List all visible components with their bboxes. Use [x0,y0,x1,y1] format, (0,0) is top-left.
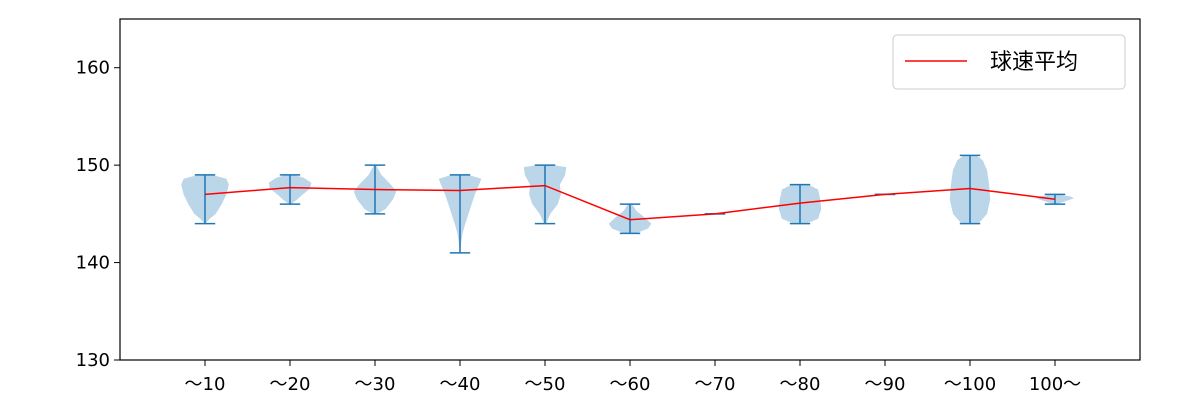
x-tick-label: ～80 [780,374,821,395]
x-tick-label: ～10 [185,374,226,395]
x-tick-label: ～20 [270,374,311,395]
legend: 球速平均 [892,34,1126,90]
x-tick-label: ～70 [695,374,736,395]
x-tick-label: ～40 [440,374,481,395]
legend-box [892,34,1126,90]
y-tick-label: 140 [76,253,110,274]
y-tick-label: 130 [76,350,110,371]
x-tick-label: ～30 [355,374,396,395]
x-axis: ～10 ～20 ～30 ～40 ～50 ～60 ～70 ～80 ～90 ～100 100～ [185,360,1081,395]
x-tick-label: ～90 [865,374,906,395]
legend-label: 球速平均 [990,50,1078,75]
average-speed-line [204,184,1056,221]
violin-whiskers [194,154,1066,254]
x-tick-label: 100～ [1029,374,1081,395]
y-tick-label: 160 [76,58,110,79]
x-tick-label: ～100 [944,374,996,395]
x-tick-label: ～50 [525,374,566,395]
y-axis: 130 140 150 160 [76,58,120,371]
x-tick-label: ～60 [610,374,651,395]
y-tick-label: 150 [76,155,110,176]
